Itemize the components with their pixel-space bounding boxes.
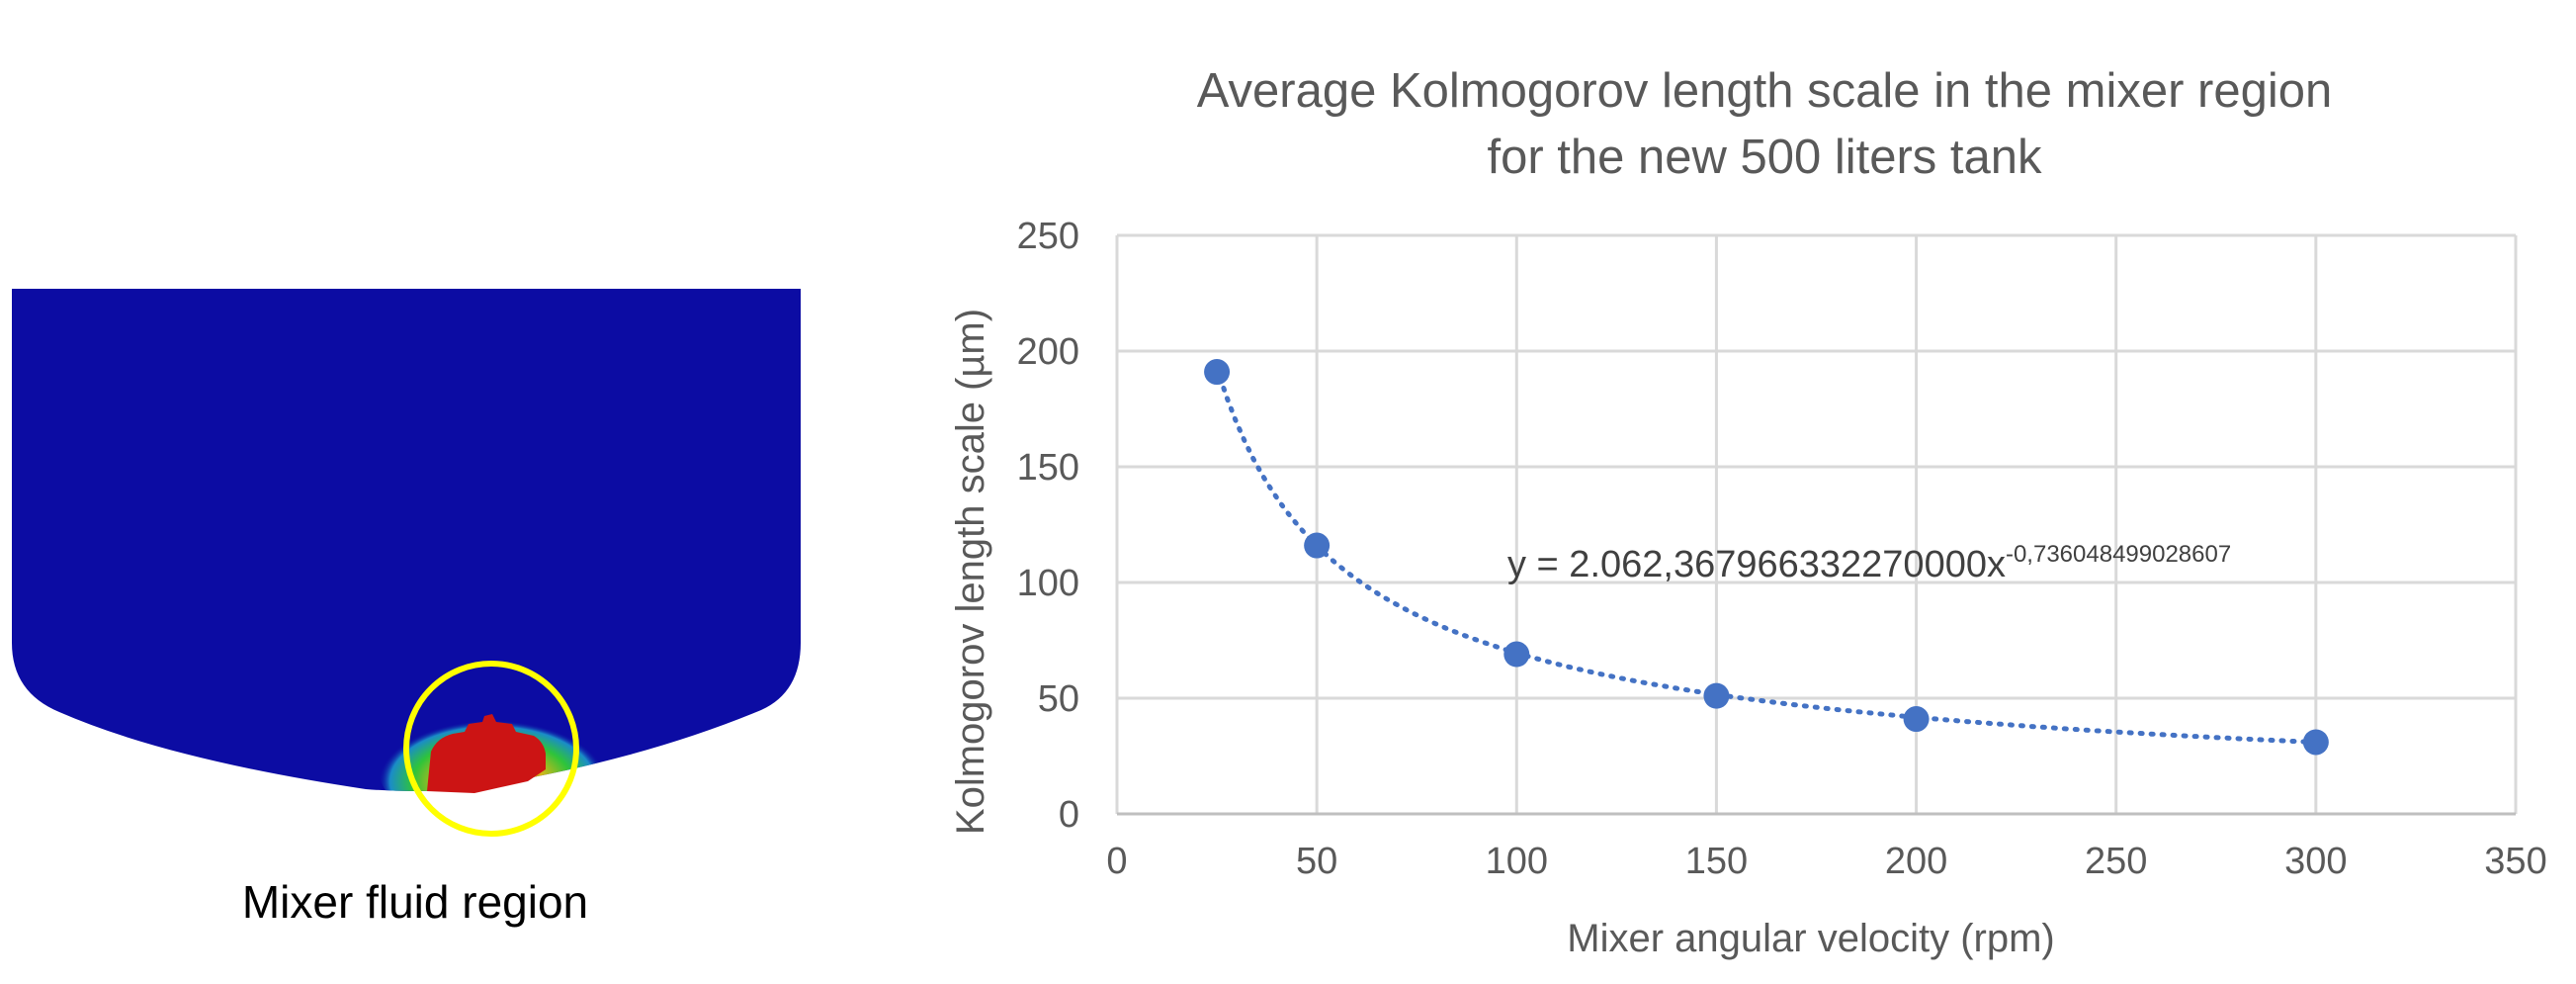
data-point: [1703, 682, 1730, 709]
x-tick-label: 300: [2284, 841, 2347, 882]
trendline-path: [1214, 365, 2319, 745]
tank-fluid-body: [12, 289, 801, 791]
x-tick-label: 250: [2085, 841, 2147, 882]
x-tick-label: 100: [1486, 841, 1548, 882]
x-axis-ticks: 0 50 100 150 200 250 300 350: [1106, 841, 2546, 882]
y-axis-ticks: 0 50 100 150 200 250: [1017, 216, 1079, 836]
tank-illustration: [12, 289, 801, 837]
y-axis-title: Kolmogorov length scale (µm): [949, 309, 992, 835]
chart-gridlines: [1115, 233, 2518, 814]
chart-title-line-2: for the new 500 liters tank: [1487, 131, 2042, 184]
y-tick-label: 250: [1017, 216, 1079, 257]
data-point: [1304, 532, 1331, 559]
trendline-equation-base: y = 2.062,367966332270000x: [1507, 544, 2006, 585]
y-tick-label: 150: [1017, 447, 1079, 489]
chart: Average Kolmogorov length scale in the m…: [949, 64, 2547, 960]
figure-caption: Mixer fluid region: [242, 876, 588, 928]
power-trendline: [1214, 365, 2319, 745]
data-point: [1503, 641, 1530, 668]
mixer-region-highlight-circle: [403, 661, 579, 837]
data-points: [1204, 359, 2329, 756]
y-tick-label: 50: [1038, 678, 1079, 720]
x-tick-label: 50: [1296, 841, 1337, 882]
x-tick-label: 200: [1885, 841, 1947, 882]
y-tick-label: 0: [1059, 794, 1079, 836]
data-point: [2302, 729, 2329, 756]
trendline-equation-exponent: -0,736048499028607: [2006, 541, 2231, 568]
mixer-impeller: [427, 714, 546, 793]
data-point: [1204, 359, 1231, 386]
x-axis-title: Mixer angular velocity (rpm): [1567, 917, 2054, 960]
data-point: [1903, 706, 1930, 733]
chart-title-line-1: Average Kolmogorov length scale in the m…: [1197, 64, 2333, 118]
y-tick-label: 200: [1017, 331, 1079, 373]
x-tick-label: 0: [1106, 841, 1127, 882]
y-tick-label: 100: [1017, 563, 1079, 604]
trendline-equation: y = 2.062,367966332270000x-0,73604849902…: [1507, 541, 2231, 585]
x-tick-label: 350: [2484, 841, 2546, 882]
x-tick-label: 150: [1685, 841, 1748, 882]
